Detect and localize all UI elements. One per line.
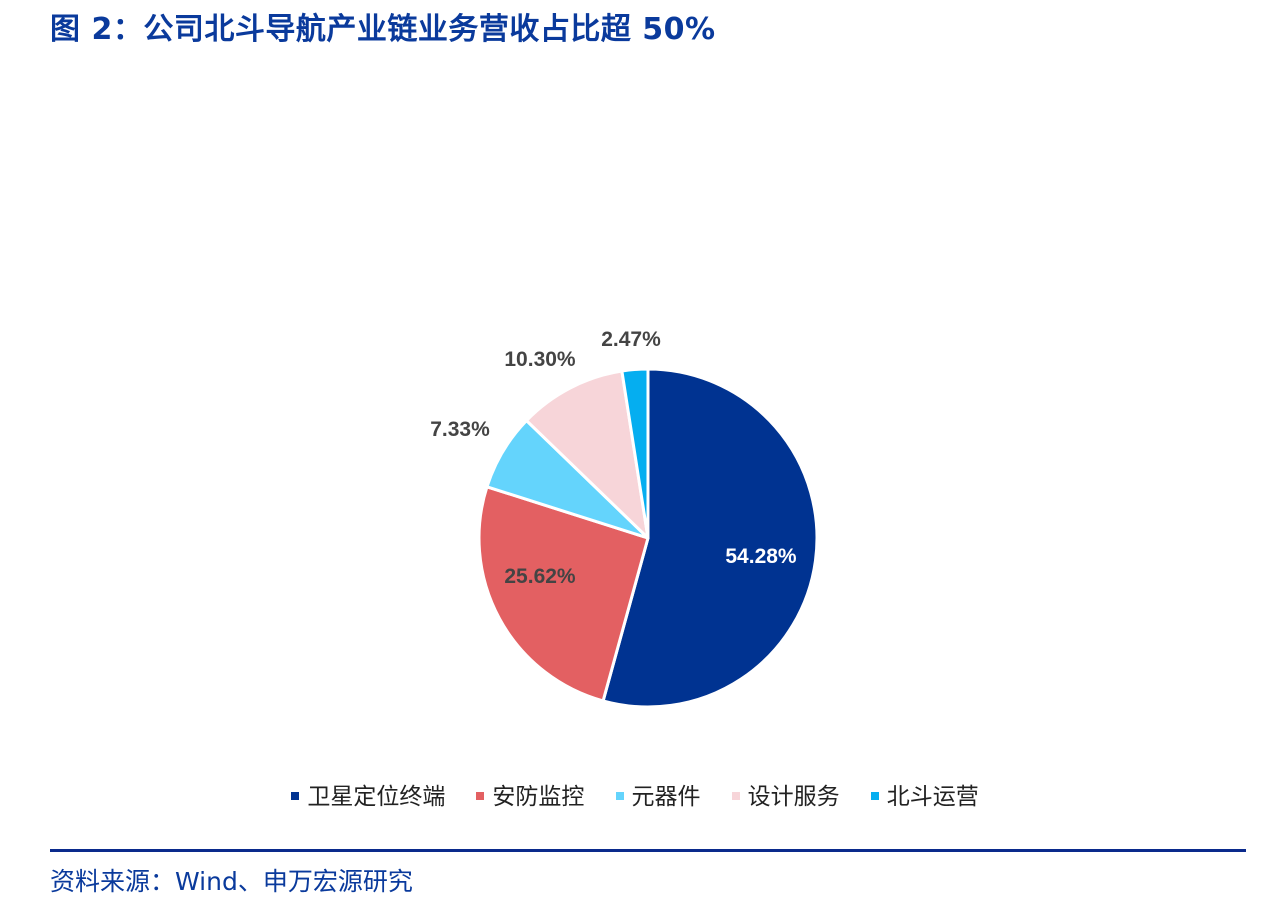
legend-label: 安防监控 xyxy=(492,784,585,810)
legend-swatch xyxy=(870,791,879,800)
legend-swatch xyxy=(615,791,624,800)
legend-swatch xyxy=(731,791,740,800)
pie-data-labels: 54.28% 25.62% 7.33% 10.30% 2.47% xyxy=(430,328,797,588)
legend-item: 元器件 xyxy=(615,777,701,811)
pie-data-label: 25.62% xyxy=(504,565,576,588)
chart-legend: 卫星定位终端 安防监控 元器件 设计服务 北斗运营 xyxy=(0,777,1270,811)
legend-label: 北斗运营 xyxy=(886,784,979,810)
pie-data-label: 10.30% xyxy=(504,348,576,371)
pie-data-label: 2.47% xyxy=(601,328,661,351)
pie-slice xyxy=(620,367,650,540)
pie-data-label: 54.28% xyxy=(725,545,797,568)
pie-slices xyxy=(477,367,819,709)
pie-slice xyxy=(477,485,650,703)
legend-swatch xyxy=(291,791,300,800)
footer-divider xyxy=(50,849,1246,852)
legend-swatch xyxy=(476,791,485,800)
legend-label: 元器件 xyxy=(631,784,701,810)
legend-item: 设计服务 xyxy=(731,777,840,811)
figure-title: 图 2：公司北斗导航产业链业务营收占比超 50% xyxy=(50,12,716,47)
legend-item: 安防监控 xyxy=(476,777,584,811)
pie-slice xyxy=(524,369,650,540)
source-note: 资料来源：Wind、申万宏源研究 xyxy=(50,867,413,896)
pie-slice xyxy=(601,367,819,709)
legend-item: 北斗运营 xyxy=(870,777,979,811)
legend-label: 设计服务 xyxy=(747,784,840,810)
legend-item: 卫星定位终端 xyxy=(291,777,445,811)
legend-label: 卫星定位终端 xyxy=(307,784,446,810)
pie-data-label: 7.33% xyxy=(430,418,490,441)
